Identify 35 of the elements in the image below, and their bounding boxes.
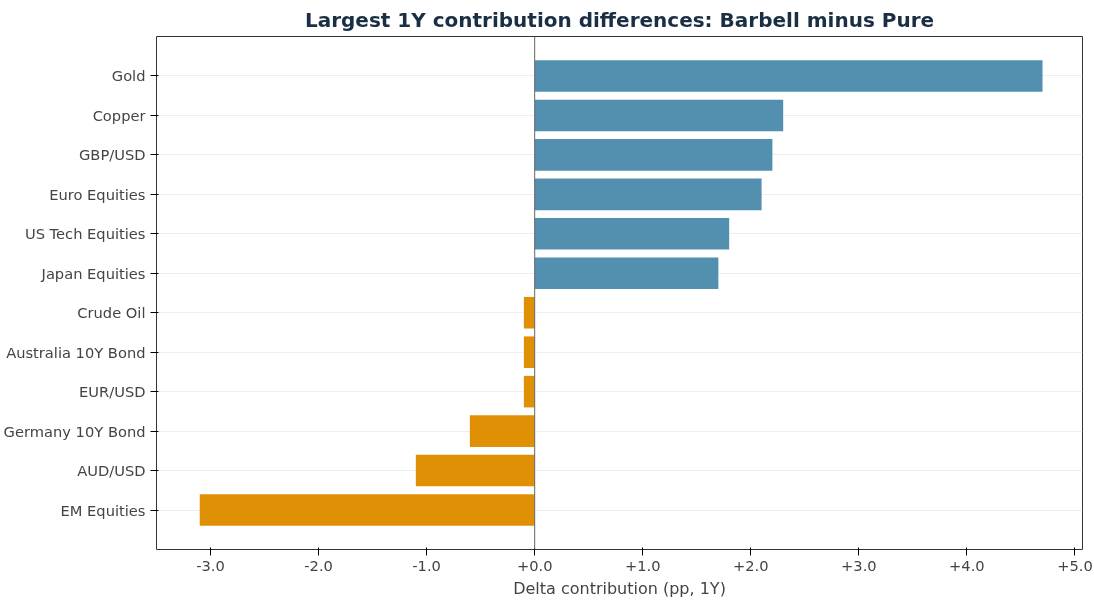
y-tick-label: Australia 10Y Bond xyxy=(6,343,146,361)
y-tick-label: EM Equities xyxy=(60,501,146,519)
x-tick-label: +5.0 xyxy=(1057,556,1093,574)
bar xyxy=(534,257,719,290)
bar xyxy=(523,296,535,329)
y-tick-label: Japan Equities xyxy=(40,264,146,282)
bar xyxy=(469,415,535,447)
bar xyxy=(199,494,535,526)
y-tick-label: Crude Oil xyxy=(77,304,146,322)
bar xyxy=(534,60,1043,92)
x-tick-label: +0.0 xyxy=(516,556,553,574)
bar xyxy=(534,218,730,250)
x-tick-label: +3.0 xyxy=(841,556,877,574)
x-tick-label: +2.0 xyxy=(732,556,769,574)
y-tick-label: AUD/USD xyxy=(77,462,146,480)
bar xyxy=(523,336,535,368)
x-axis-title: Delta contribution (pp, 1Y) xyxy=(513,578,726,598)
y-tick-label: Gold xyxy=(111,67,146,85)
y-tick-label: Germany 10Y Bond xyxy=(3,422,146,440)
y-tick-label: US Tech Equities xyxy=(24,225,146,243)
y-tick-label: Copper xyxy=(92,106,147,124)
x-tick-label: -3.0 xyxy=(196,556,225,574)
bar xyxy=(523,375,535,408)
x-tick-label: -2.0 xyxy=(304,556,333,574)
y-tick-label: EUR/USD xyxy=(79,383,146,401)
x-tick-label: +4.0 xyxy=(949,556,985,574)
chart-title: Largest 1Y contribution differences: Barbell minus Pure xyxy=(304,7,935,32)
bar xyxy=(415,454,535,487)
y-tick-label: Euro Equities xyxy=(49,185,146,203)
x-tick-label: -1.0 xyxy=(412,556,441,574)
x-tick-label: +1.0 xyxy=(624,556,661,574)
bar xyxy=(534,139,773,171)
y-tick-label: GBP/USD xyxy=(79,146,146,164)
bar xyxy=(534,99,784,132)
bar xyxy=(534,178,762,211)
